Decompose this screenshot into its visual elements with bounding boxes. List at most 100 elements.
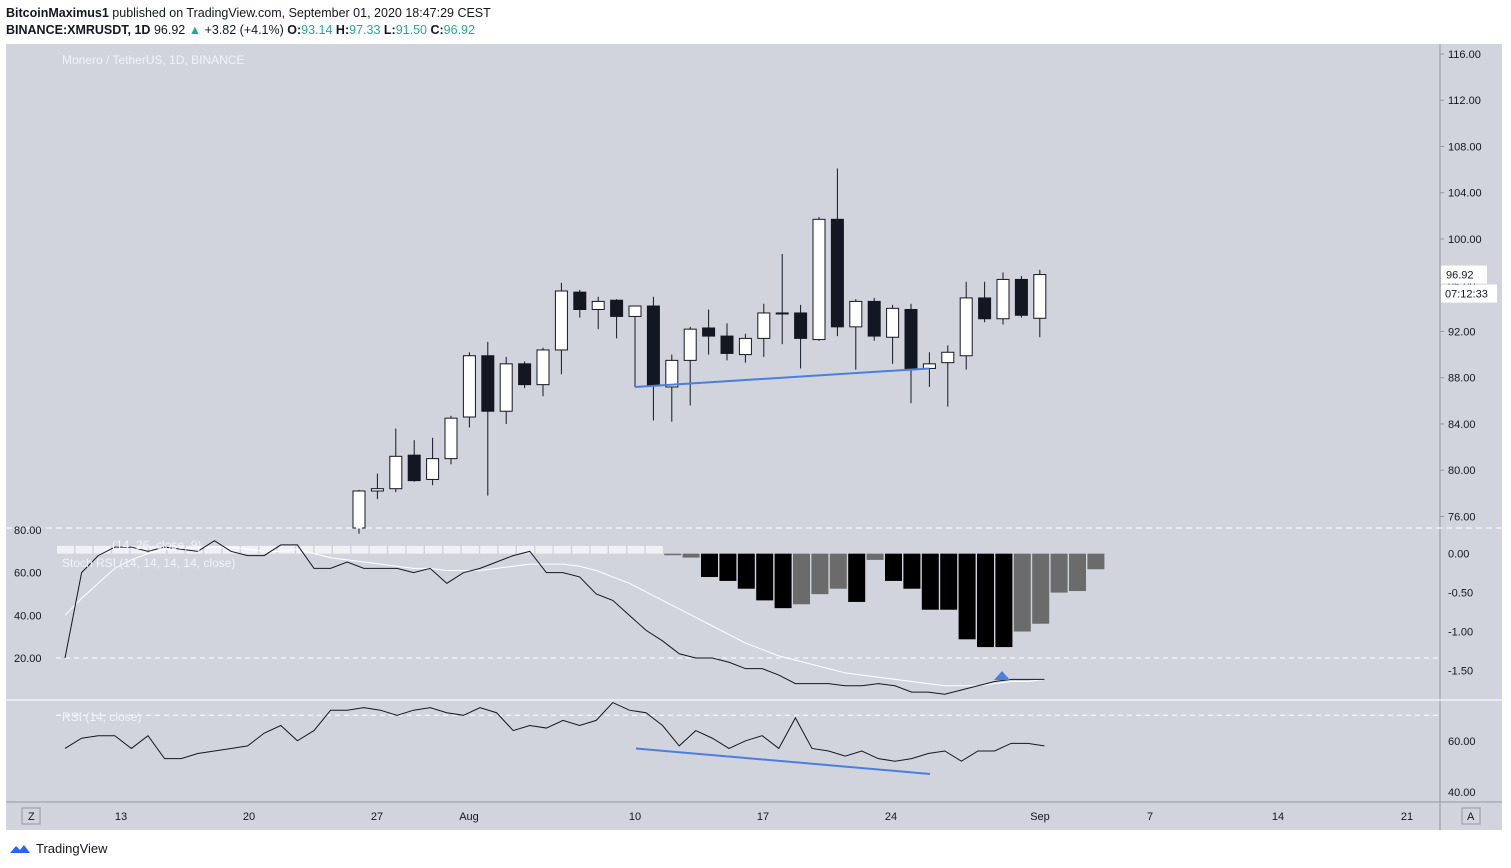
histogram-bar — [1050, 553, 1068, 593]
histogram-bar — [259, 545, 277, 554]
histogram-bar — [829, 553, 847, 589]
candle-body — [941, 351, 955, 364]
candle-body — [794, 312, 808, 339]
histogram-bar — [517, 545, 534, 554]
histogram-bar — [277, 545, 295, 554]
auto-toggle-label: A — [1467, 811, 1475, 823]
histogram-bar — [388, 545, 406, 554]
histogram-bar — [903, 553, 921, 589]
histogram-bar — [204, 545, 222, 554]
high-label: H: — [335, 23, 350, 37]
time-tick-label: 10 — [629, 811, 641, 823]
price-change: +3.82 (+4.1%) — [204, 23, 284, 37]
histogram-bar — [149, 545, 166, 554]
histogram-bar — [958, 553, 976, 640]
price-tick-label: 80.00 — [1448, 465, 1476, 477]
close-value: 96.92 — [443, 23, 475, 37]
candle-body — [352, 490, 366, 529]
zoom-toggle-label: Z — [28, 811, 35, 823]
candle-body — [1033, 274, 1047, 319]
histogram-bar — [719, 553, 737, 581]
stoch-right-tick-label: 0.00 — [1448, 549, 1469, 561]
price-tick-label: 84.00 — [1448, 419, 1476, 431]
log-scale-toggle — [21, 807, 41, 825]
rsi-tick-label: 40.00 — [1448, 787, 1476, 799]
time-tick-label: 24 — [885, 811, 897, 823]
close-label: C: — [430, 23, 444, 37]
time-tick-label: 13 — [115, 811, 127, 823]
footer-brand[interactable]: TradingView — [36, 841, 108, 856]
candles — [352, 168, 1047, 534]
price-tick-label: 108.00 — [1448, 141, 1482, 153]
candle-body — [389, 455, 403, 490]
histogram-bar — [406, 545, 424, 554]
candle-body — [591, 300, 605, 310]
last-price-tag-label: 96.92 — [1446, 270, 1474, 282]
ohlc-line: BINANCE:XMRUSDT, 1D 96.92 ▲ +3.82 (+4.1%… — [6, 22, 491, 39]
buy-signal-arrow-icon — [994, 671, 1010, 680]
histogram-bar — [112, 545, 130, 554]
high-value: 97.33 — [349, 23, 381, 37]
countdown-tag-label: 07:12:33 — [1445, 289, 1488, 301]
candle-body — [904, 308, 918, 369]
low-value: 91.50 — [395, 23, 427, 37]
rsi-divergence-trendline — [635, 747, 931, 775]
histogram-bar — [627, 545, 645, 554]
histogram-bar — [425, 545, 442, 554]
histogram-bar — [1032, 553, 1050, 624]
histogram-bar — [535, 545, 553, 554]
candle-body — [720, 335, 734, 354]
candle-body — [370, 488, 384, 492]
candle-body — [444, 417, 458, 460]
candle-body — [775, 312, 789, 315]
candle-body — [610, 299, 624, 317]
price-tick-label: 88.00 — [1448, 373, 1476, 385]
low-label: L: — [383, 23, 396, 37]
main-pane-title: Monero / TetherUS, 1D, BINANCE — [62, 53, 245, 67]
countdown-tag — [1441, 284, 1497, 303]
time-tick-label: Aug — [459, 811, 479, 823]
histogram-bar — [369, 545, 387, 554]
publish-info: published on TradingView.com, September … — [112, 6, 491, 20]
chart-frame[interactable] — [6, 44, 1502, 830]
rsi-line — [64, 701, 1045, 762]
candle-body — [573, 291, 587, 310]
time-tick-label: 21 — [1401, 811, 1413, 823]
time-tick-label: Sep — [1030, 811, 1050, 823]
candle-body — [462, 355, 476, 418]
candle-body — [407, 454, 421, 482]
candle-body — [665, 359, 679, 388]
histogram-bar — [498, 545, 516, 554]
candle-body — [886, 307, 900, 338]
candle-body — [554, 290, 568, 351]
price-tick-label: 100.00 — [1448, 234, 1482, 246]
time-tick-label: 14 — [1272, 811, 1284, 823]
histogram-bar — [756, 553, 774, 601]
candle-body — [996, 278, 1010, 320]
histogram-bar — [93, 545, 111, 554]
histogram-bar — [774, 553, 792, 609]
histogram-bar — [185, 545, 203, 554]
publisher-name[interactable]: BitcoinMaximus1 — [6, 6, 109, 20]
histogram-bar — [682, 553, 700, 558]
time-tick-label: 17 — [757, 811, 769, 823]
histogram-bar — [296, 545, 314, 554]
stoch-d-line — [64, 546, 1045, 687]
stoch-left-tick-label: 40.00 — [14, 610, 42, 622]
stoch-right-tick-label: -1.50 — [1448, 665, 1473, 677]
histogram — [57, 545, 1105, 648]
histogram-bar — [737, 553, 755, 589]
candle-body — [812, 218, 826, 341]
publish-line: BitcoinMaximus1 published on TradingView… — [6, 5, 491, 22]
macd-pane-label: (14, 26, close, 9) — [112, 538, 201, 552]
price-axis — [1440, 44, 1502, 830]
histogram-bar — [885, 553, 902, 581]
price-tick-label: 112.00 — [1448, 95, 1481, 107]
price-tick-label: 116.00 — [1448, 49, 1481, 61]
histogram-bar — [333, 545, 350, 554]
histogram-bar — [1013, 553, 1031, 632]
open-label: O: — [287, 23, 302, 37]
histogram-bar — [940, 553, 958, 610]
histogram-bar — [57, 545, 74, 554]
